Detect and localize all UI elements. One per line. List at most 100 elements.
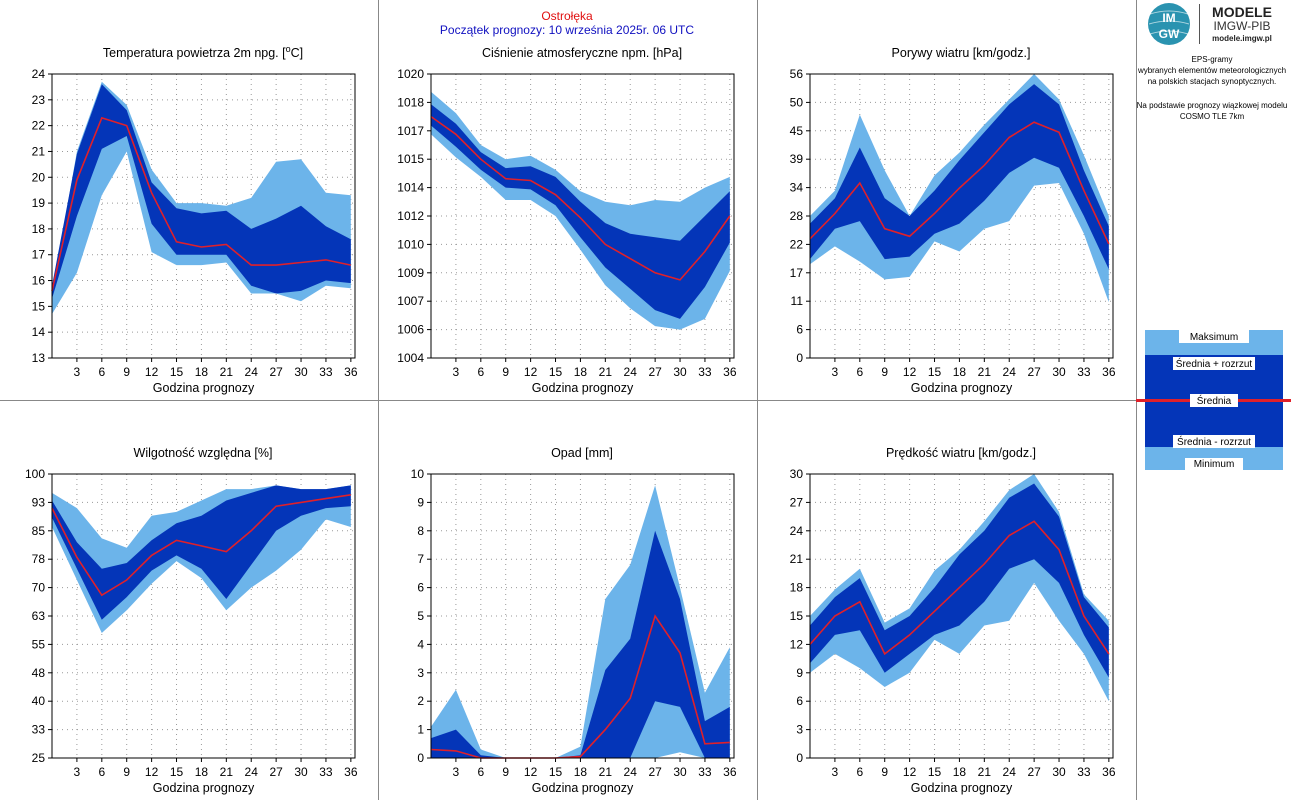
- x-tick-label: 21: [220, 365, 234, 379]
- y-tick-label: 1004: [397, 351, 424, 365]
- x-tick-label: 18: [953, 365, 967, 379]
- x-axis-label: Godzina prognozy: [532, 781, 634, 795]
- x-tick-label: 24: [245, 365, 259, 379]
- x-tick-label: 30: [294, 765, 308, 779]
- x-tick-label: 15: [549, 365, 563, 379]
- x-tick-label: 9: [502, 365, 509, 379]
- side-line: EPS-gramy: [1192, 55, 1233, 64]
- x-tick-label: 30: [673, 765, 687, 779]
- y-tick-label: 93: [32, 495, 46, 509]
- y-tick-label: 21: [32, 144, 46, 158]
- x-tick-label: 36: [344, 765, 358, 779]
- chart-title: Temperatura powietrza 2m npg. [oC]: [103, 44, 303, 60]
- y-tick-label: 22: [790, 237, 804, 251]
- x-tick-label: 12: [524, 765, 538, 779]
- mean-line: [51, 116, 351, 292]
- legend-mean-label: Średnia: [1197, 394, 1232, 407]
- x-tick-label: 33: [1077, 765, 1091, 779]
- x-tick-label: 33: [1077, 365, 1091, 379]
- x-tick-label: 9: [123, 765, 130, 779]
- legend-min-label: Minimum: [1194, 459, 1235, 470]
- y-tick-label: 55: [32, 637, 46, 651]
- x-tick-label: 12: [903, 765, 917, 779]
- x-tick-label: 33: [698, 765, 712, 779]
- mean-line: [430, 115, 731, 281]
- y-tick-label: 11: [791, 294, 804, 308]
- forecast-start: Początek prognozy: 10 września 2025r. 06…: [440, 23, 694, 37]
- y-tick-label: 1010: [397, 237, 424, 251]
- x-axis-label: Godzina prognozy: [153, 381, 255, 395]
- x-tick-label: 36: [1102, 765, 1116, 779]
- y-tick-label: 6: [796, 694, 803, 708]
- x-tick-label: 15: [928, 765, 942, 779]
- y-tick-label: 1018: [397, 95, 424, 109]
- y-tick-label: 0: [796, 751, 803, 765]
- station-name: Ostrołęka: [541, 9, 593, 23]
- chart-panel: Wilgotność względna [%]25334048556370788…: [25, 446, 358, 795]
- y-tick-label: 5: [417, 609, 424, 623]
- y-tick-label: 30: [790, 467, 804, 481]
- y-tick-label: 22: [32, 119, 46, 133]
- y-tick-label: 12: [790, 637, 804, 651]
- y-tick-label: 17: [32, 248, 46, 262]
- chart-title: Wilgotność względna [%]: [134, 446, 273, 460]
- y-tick-label: 40: [32, 694, 46, 708]
- x-tick-label: 27: [269, 765, 283, 779]
- x-tick-label: 12: [145, 365, 159, 379]
- legend-mean-plus-label: Średnia + rozrzut: [1176, 357, 1253, 370]
- mean-line: [809, 121, 1110, 245]
- x-tick-label: 27: [269, 365, 283, 379]
- x-tick-label: 18: [574, 765, 588, 779]
- x-tick-label: 30: [1052, 365, 1066, 379]
- side-line: COSMO TLE 7km: [1180, 112, 1245, 121]
- plot-frame: [51, 73, 356, 359]
- x-tick-label: 3: [453, 365, 460, 379]
- legend-max-label: Maksimum: [1190, 332, 1238, 343]
- y-tick-label: 1015: [397, 152, 424, 166]
- logo-url: modele.imgw.pl: [1212, 34, 1272, 43]
- mean-line: [809, 520, 1110, 656]
- x-tick-label: 30: [673, 365, 687, 379]
- band-legend: Maksimum Średnia + rozrzut Średnia Średn…: [1136, 330, 1291, 470]
- plot-frame: [809, 73, 1114, 359]
- x-tick-label: 6: [477, 365, 484, 379]
- y-tick-label: 1006: [397, 323, 424, 337]
- y-tick-label: 24: [790, 524, 804, 538]
- logo-mark-bottom: GW: [1159, 27, 1180, 41]
- y-tick-label: 13: [32, 351, 46, 365]
- x-tick-label: 3: [832, 365, 839, 379]
- plot-frame: [430, 473, 735, 759]
- x-tick-label: 30: [1052, 765, 1066, 779]
- y-tick-label: 18: [32, 222, 46, 236]
- y-tick-label: 25: [32, 751, 46, 765]
- chart-title: Opad [mm]: [551, 446, 613, 460]
- imgw-logo: IM GW MODELE IMGW-PIB modele.imgw.pl: [1148, 3, 1272, 45]
- x-tick-label: 3: [74, 365, 81, 379]
- y-tick-label: 100: [25, 467, 45, 481]
- logo-title: MODELE: [1212, 4, 1272, 20]
- x-tick-label: 6: [477, 765, 484, 779]
- x-tick-label: 18: [953, 765, 967, 779]
- x-tick-label: 27: [648, 365, 662, 379]
- x-tick-label: 12: [145, 765, 159, 779]
- x-tick-label: 15: [549, 765, 563, 779]
- y-tick-label: 33: [32, 723, 46, 737]
- band-spread: [52, 485, 351, 620]
- x-tick-label: 21: [599, 765, 613, 779]
- y-tick-label: 78: [32, 552, 46, 566]
- plot-frame: [430, 73, 735, 359]
- y-tick-label: 6: [417, 581, 424, 595]
- x-tick-label: 9: [123, 365, 130, 379]
- x-tick-label: 27: [1027, 365, 1041, 379]
- y-tick-label: 28: [790, 209, 804, 223]
- y-tick-label: 48: [32, 666, 46, 680]
- y-tick-label: 18: [790, 581, 804, 595]
- x-tick-label: 21: [599, 365, 613, 379]
- band-spread: [52, 84, 351, 299]
- y-tick-label: 45: [790, 124, 804, 138]
- x-tick-label: 15: [928, 365, 942, 379]
- y-tick-label: 1014: [397, 181, 424, 195]
- y-tick-label: 4: [417, 637, 424, 651]
